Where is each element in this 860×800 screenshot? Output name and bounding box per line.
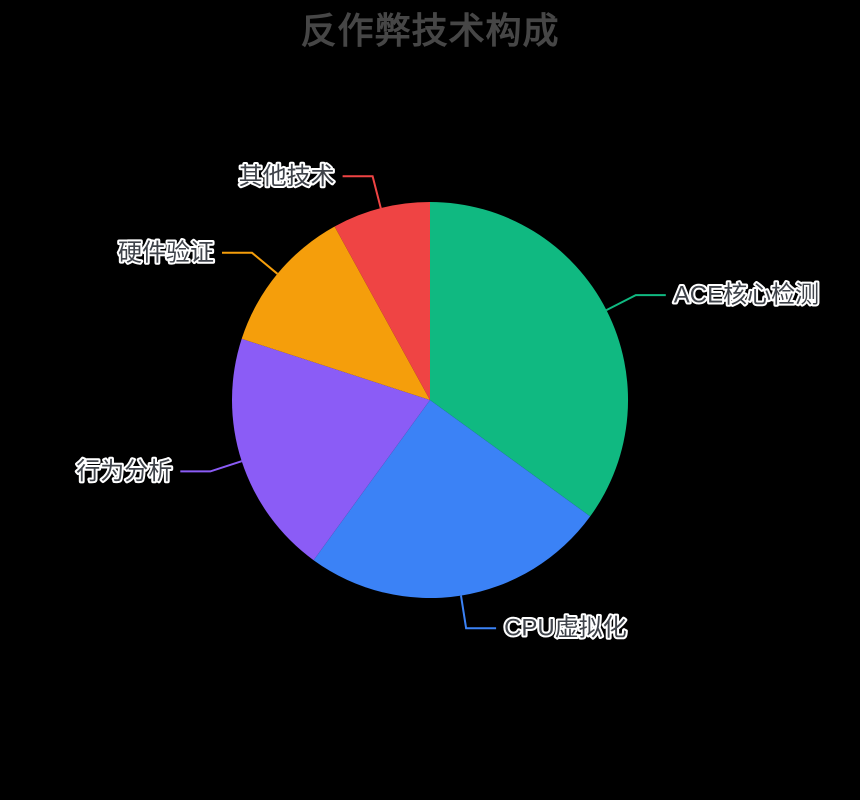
pie-slice-4[interactable]: [334, 202, 430, 400]
label-line-0: [605, 294, 666, 311]
slice-label-2: 行为分析: [76, 458, 172, 485]
label-line-1: [460, 595, 497, 630]
slice-label-0: ACE核心检测: [674, 282, 819, 309]
label-line-2: [180, 460, 243, 473]
pie-slice-0[interactable]: [430, 202, 629, 517]
label-line-3: [222, 251, 279, 275]
slice-label-3: 硬件验证: [118, 239, 214, 266]
pie-slice-2[interactable]: [231, 338, 430, 561]
pie-slice-1[interactable]: [313, 400, 591, 599]
slice-label-4: 其他技术: [239, 163, 335, 190]
slice-label-1: CPU虚拟化: [504, 615, 627, 642]
chart-title: 反作弊技术构成: [300, 10, 560, 51]
pie-slice-3[interactable]: [241, 226, 430, 401]
label-line-4: [342, 175, 382, 209]
